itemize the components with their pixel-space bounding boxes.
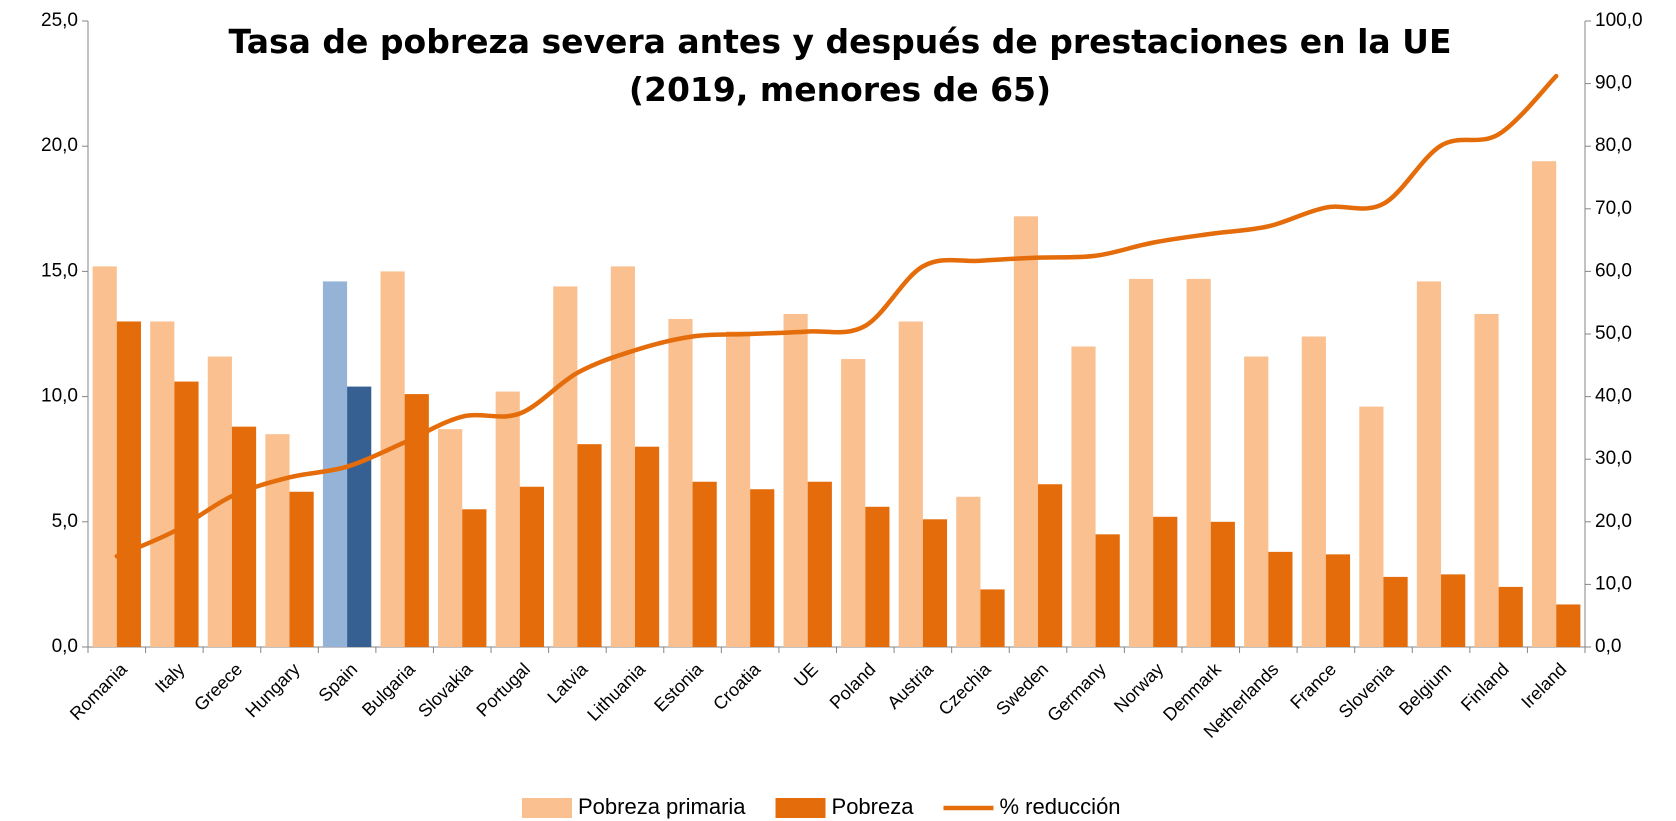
bar	[783, 313, 808, 647]
bar	[956, 496, 981, 647]
bar	[750, 489, 775, 647]
y-tick-label: 15,0	[41, 260, 78, 281]
bar	[692, 481, 717, 647]
bar	[1153, 516, 1178, 647]
bar	[1498, 586, 1523, 647]
x-tick-label: UE	[790, 659, 822, 691]
x-tick-label: Austria	[883, 658, 937, 712]
y-tick-label: 20,0	[41, 135, 78, 156]
y2-tick-label: 80,0	[1595, 135, 1632, 156]
x-tick-label: Spain	[315, 659, 362, 706]
title-box: Tasa de pobreza severa antes y después d…	[228, 22, 1452, 109]
y2-tick-label: 0,0	[1595, 636, 1621, 657]
bar	[1359, 406, 1384, 647]
x-tick-label: Belgium	[1395, 659, 1455, 719]
bar	[577, 444, 602, 647]
y2-tick-label: 30,0	[1595, 448, 1632, 469]
bar	[610, 266, 635, 647]
x-tick-label: Czechia	[935, 658, 996, 719]
y2-tick-label: 20,0	[1595, 511, 1632, 532]
bar	[807, 481, 832, 647]
legend-label: Pobreza primaria	[578, 794, 746, 819]
y2-tick-label: 60,0	[1595, 260, 1632, 281]
bar	[1383, 576, 1408, 647]
bar	[1038, 484, 1063, 647]
bar	[668, 318, 693, 647]
x-tick-label: Portugal	[472, 659, 534, 721]
bar	[922, 519, 948, 647]
x-tick-label: Slovakia	[414, 658, 477, 721]
y2-tick-label: 90,0	[1595, 73, 1632, 94]
x-tick-label: Norway	[1110, 659, 1167, 716]
bar	[1268, 551, 1293, 647]
x-tick-label: France	[1286, 659, 1340, 713]
x-tick-label: Germany	[1043, 659, 1109, 725]
y2-tick-label: 50,0	[1595, 323, 1632, 344]
bar	[438, 429, 463, 647]
bar	[1244, 356, 1269, 647]
bar	[380, 271, 405, 647]
bar	[1071, 346, 1096, 647]
y-tick-label: 10,0	[41, 386, 78, 407]
y-tick-label: 5,0	[52, 511, 78, 532]
bar	[92, 266, 117, 647]
bar	[865, 506, 890, 647]
x-tick-label: Romania	[66, 658, 132, 724]
x-tick-label: Greece	[190, 659, 246, 715]
bar	[347, 386, 372, 647]
x-tick-label: Croatia	[709, 658, 765, 714]
bar	[322, 281, 348, 647]
x-tick-label: Bulgaria	[358, 658, 420, 720]
bar	[1416, 281, 1442, 647]
bar	[1556, 604, 1581, 647]
x-tick-label: Lithuania	[583, 658, 650, 725]
legend-swatch	[775, 798, 826, 818]
bar	[462, 509, 487, 647]
x-tick-label: Latvia	[543, 658, 592, 707]
legend-swatch	[522, 798, 572, 818]
bar	[265, 434, 290, 647]
bar	[898, 321, 923, 647]
bar	[980, 589, 1005, 647]
bar	[150, 321, 175, 647]
x-tick-label: Slovenia	[1335, 658, 1399, 722]
x-tick-label: Poland	[826, 659, 880, 713]
y2-tick-label: 70,0	[1595, 198, 1632, 219]
y2-tick-label: 40,0	[1595, 386, 1632, 407]
chart-title: Tasa de pobreza severa antes y después d…	[228, 22, 1452, 109]
bar	[1210, 521, 1235, 647]
bar	[289, 491, 314, 647]
bar	[553, 286, 578, 647]
bar	[1128, 278, 1154, 647]
legend-label: % reducción	[999, 794, 1120, 819]
bar	[1532, 161, 1557, 647]
x-tick-label: Estonia	[650, 658, 707, 715]
bar	[174, 381, 199, 647]
x-tick-label: Ireland	[1517, 659, 1570, 712]
bar	[1186, 278, 1211, 647]
bar	[841, 359, 866, 647]
y-tick-label: 0,0	[52, 636, 78, 657]
x-tick-label: Italy	[151, 659, 188, 696]
bar	[1013, 216, 1039, 647]
bar	[116, 321, 141, 647]
bar	[1474, 313, 1499, 647]
y-tick-label: 25,0	[41, 10, 78, 31]
bar	[519, 486, 545, 647]
bar	[725, 331, 751, 647]
x-tick-label: Hungary	[241, 659, 303, 721]
bar	[1325, 554, 1351, 647]
bar	[1441, 574, 1466, 647]
bar	[495, 391, 520, 647]
bar	[1301, 336, 1326, 647]
y2-tick-label: 100,0	[1595, 10, 1643, 31]
legend-label: Pobreza	[832, 794, 915, 819]
x-tick-label: Finland	[1457, 659, 1513, 715]
bar	[231, 426, 257, 647]
bar	[634, 446, 660, 647]
y2-tick-label: 10,0	[1595, 573, 1632, 594]
bar	[1095, 534, 1120, 647]
line	[114, 73, 1559, 559]
